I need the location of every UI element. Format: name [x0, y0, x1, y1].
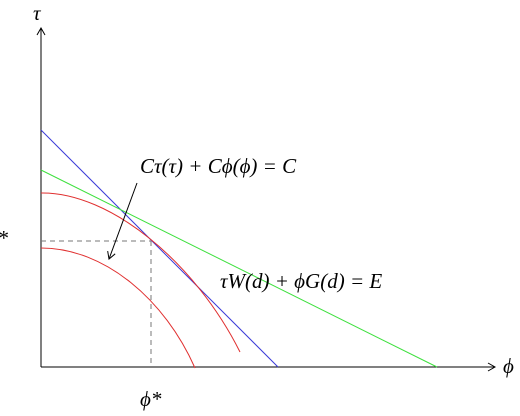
upper-curve — [40, 192, 241, 353]
green-line — [40, 169, 438, 368]
y-star: τ* — [0, 226, 9, 250]
blue-line — [40, 129, 279, 368]
x-star: ϕ* — [140, 387, 162, 411]
budget-equation: τW(d) + ϕG(d) = E — [220, 269, 382, 293]
pointer-arrow — [107, 182, 138, 260]
lower-curve — [40, 247, 196, 369]
x-label: ϕ — [503, 354, 514, 378]
y-label: τ — [33, 1, 42, 25]
cost-equation: Cτ(τ) + Cϕ(ϕ) = C — [140, 154, 297, 178]
